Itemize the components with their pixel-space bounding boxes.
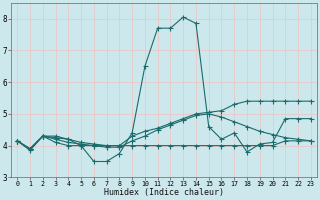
X-axis label: Humidex (Indice chaleur): Humidex (Indice chaleur) xyxy=(104,188,224,197)
